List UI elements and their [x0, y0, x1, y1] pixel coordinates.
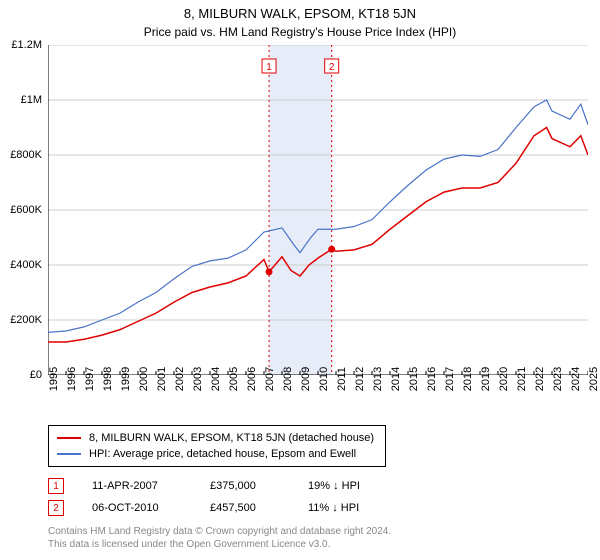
x-tick-label: 2011 [336, 367, 348, 391]
sale-price: £375,000 [210, 480, 280, 492]
x-tick-label: 2002 [174, 367, 186, 391]
y-tick-label: £200K [10, 314, 42, 326]
x-tick-label: 1998 [102, 367, 114, 391]
sales-row: 1 11-APR-2007 £375,000 19% ↓ HPI [48, 475, 600, 497]
sales-table: 1 11-APR-2007 £375,000 19% ↓ HPI 2 06-OC… [48, 475, 600, 519]
y-tick-label: £0 [30, 369, 42, 381]
x-tick-label: 1995 [48, 367, 60, 391]
y-tick-label: £600K [10, 204, 42, 216]
x-tick-label: 2021 [516, 367, 528, 391]
sale-marker-icon: 2 [48, 500, 64, 516]
legend-swatch [57, 437, 81, 439]
svg-text:1: 1 [266, 62, 272, 73]
svg-text:2: 2 [329, 62, 335, 73]
x-tick-label: 2019 [480, 367, 492, 391]
legend-label: 8, MILBURN WALK, EPSOM, KT18 5JN (detach… [89, 430, 374, 446]
sale-date: 06-OCT-2010 [92, 502, 182, 514]
x-tick-label: 2022 [534, 367, 546, 391]
chart-svg: 12 [48, 45, 588, 375]
sale-marker-icon: 1 [48, 478, 64, 494]
x-tick-label: 2009 [300, 367, 312, 391]
x-tick-label: 2001 [156, 367, 168, 391]
chart-subtitle: Price paid vs. HM Land Registry's House … [0, 21, 600, 45]
x-tick-label: 2012 [354, 367, 366, 391]
x-tick-label: 2014 [390, 367, 402, 391]
chart-plot-area: 12 £0£200K£400K£600K£800K£1M£1.2M [48, 45, 588, 375]
x-tick-label: 2010 [318, 367, 330, 391]
x-tick-label: 2003 [192, 367, 204, 391]
x-tick-label: 2018 [462, 367, 474, 391]
y-tick-label: £800K [10, 149, 42, 161]
x-tick-label: 2004 [210, 367, 222, 391]
x-tick-label: 1999 [120, 367, 132, 391]
legend-swatch [57, 453, 81, 455]
chart-title: 8, MILBURN WALK, EPSOM, KT18 5JN [0, 0, 600, 21]
sale-delta: 11% ↓ HPI [308, 502, 388, 514]
y-tick-label: £400K [10, 259, 42, 271]
x-tick-label: 2020 [498, 367, 510, 391]
sale-date: 11-APR-2007 [92, 480, 182, 492]
legend-item-property: 8, MILBURN WALK, EPSOM, KT18 5JN (detach… [57, 430, 377, 446]
footer-line: This data is licensed under the Open Gov… [48, 538, 600, 551]
sale-delta: 19% ↓ HPI [308, 480, 388, 492]
legend-item-hpi: HPI: Average price, detached house, Epso… [57, 446, 377, 462]
x-tick-label: 2023 [552, 367, 564, 391]
x-tick-label: 2000 [138, 367, 150, 391]
legend-box: 8, MILBURN WALK, EPSOM, KT18 5JN (detach… [48, 425, 386, 467]
sale-price: £457,500 [210, 502, 280, 514]
x-tick-label: 2025 [588, 367, 600, 391]
footer-line: Contains HM Land Registry data © Crown c… [48, 525, 600, 538]
footer-attribution: Contains HM Land Registry data © Crown c… [48, 525, 600, 551]
legend-label: HPI: Average price, detached house, Epso… [89, 446, 356, 462]
x-tick-label: 2017 [444, 367, 456, 391]
x-axis-labels: 1995199619971998199920002001200220032004… [48, 375, 588, 425]
x-tick-label: 2013 [372, 367, 384, 391]
x-tick-label: 2024 [570, 367, 582, 391]
y-tick-label: £1M [21, 94, 42, 106]
x-tick-label: 2015 [408, 367, 420, 391]
y-tick-label: £1.2M [11, 39, 42, 51]
x-tick-label: 2005 [228, 367, 240, 391]
sales-row: 2 06-OCT-2010 £457,500 11% ↓ HPI [48, 497, 600, 519]
x-tick-label: 2008 [282, 367, 294, 391]
x-tick-label: 2006 [246, 367, 258, 391]
x-tick-label: 1997 [84, 367, 96, 391]
x-tick-label: 1996 [66, 367, 78, 391]
x-tick-label: 2007 [264, 367, 276, 391]
x-tick-label: 2016 [426, 367, 438, 391]
